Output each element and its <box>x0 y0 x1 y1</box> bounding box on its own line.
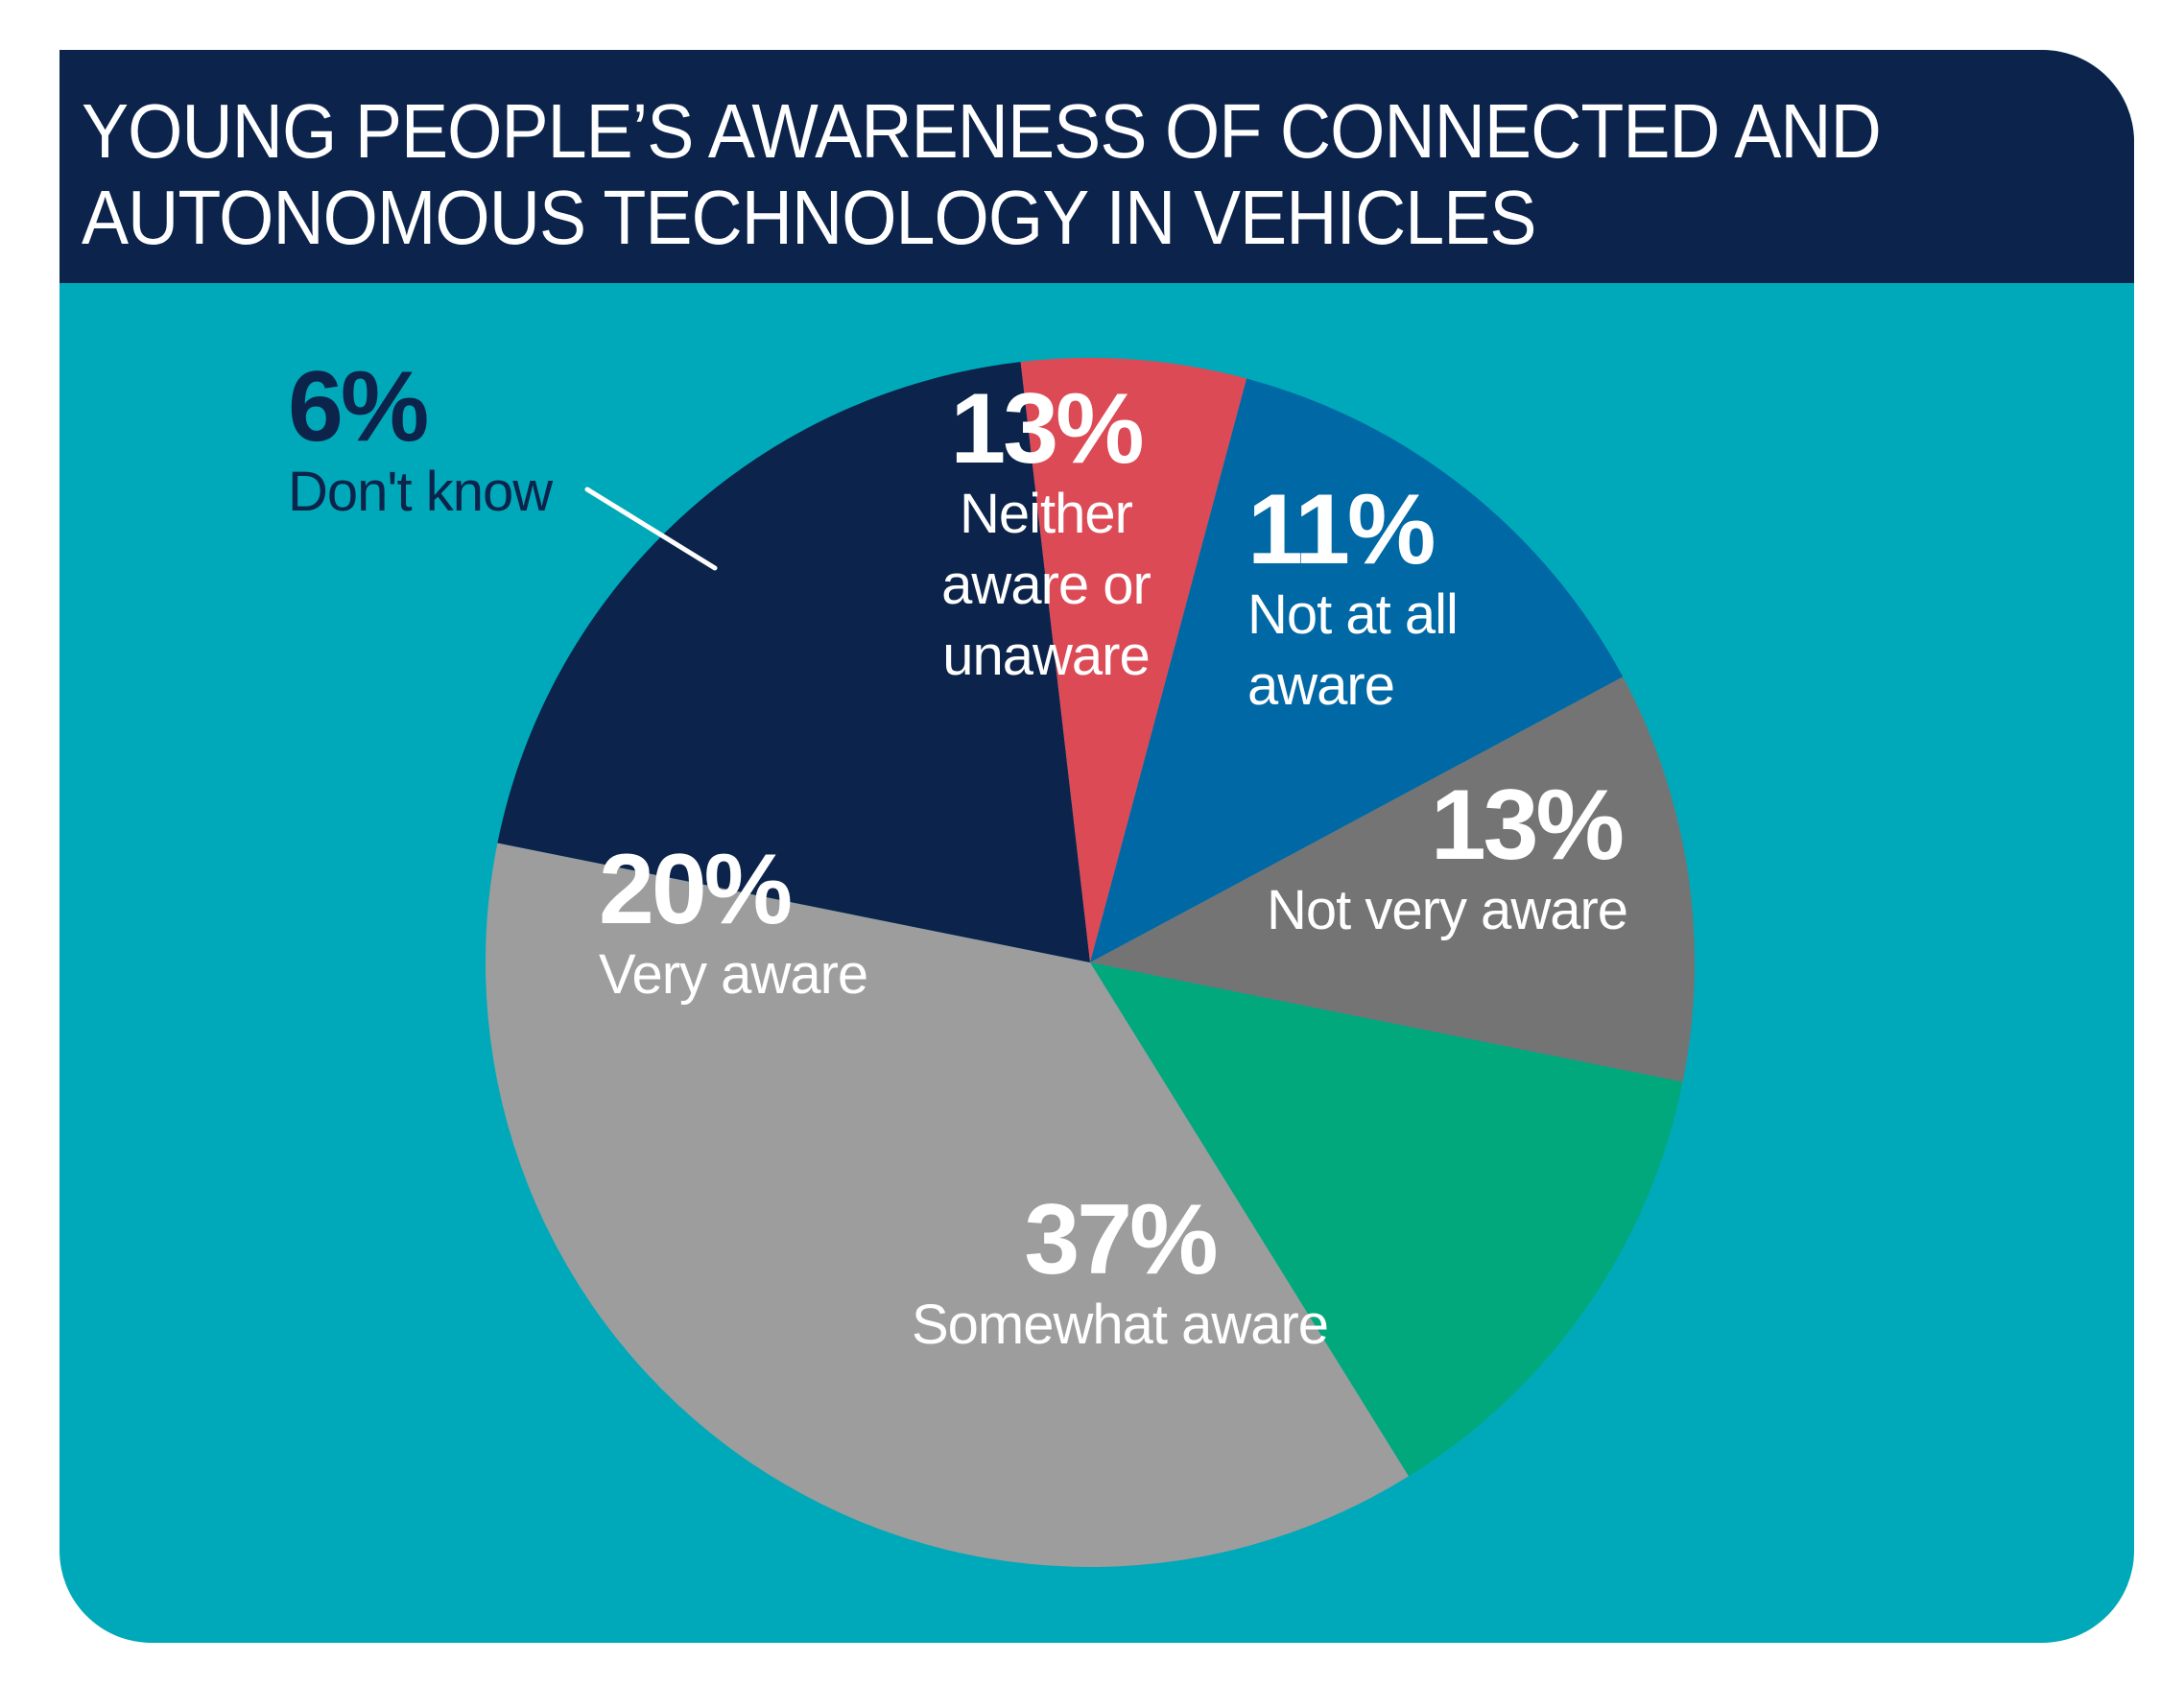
pie-slice-not-at-all-aware <box>1090 677 1695 1082</box>
pie-slice-not-very-aware <box>1090 962 1683 1477</box>
pie-slices <box>486 358 1695 1568</box>
slice-value-neither: 13% <box>950 373 1144 485</box>
pie-slice-don-t-know <box>1020 358 1247 963</box>
slice-category-very: Very aware <box>599 943 868 1006</box>
slice-label-dont-know: 6% Don't know <box>288 351 553 528</box>
pie-slice-neither-aware-or-unaware <box>1090 378 1624 962</box>
slice-value-not-very: 13% <box>1430 770 1625 881</box>
slice-label-not-at-all: 11% Not at all aware <box>1247 480 1497 722</box>
dont-know-leader-line <box>584 487 718 571</box>
slice-label-very: 20% Very aware <box>599 834 868 1010</box>
slice-label-neither: 13% Neither aware or unaware <box>864 379 1228 692</box>
slice-category-somewhat: Somewhat aware <box>911 1294 1329 1356</box>
slice-label-not-very: 13% Not very aware <box>1267 770 1628 946</box>
slice-value-dont-know: 6% <box>288 351 429 463</box>
slice-value-not-at-all: 11% <box>1247 474 1436 585</box>
pie-slice-very-aware <box>497 362 1090 962</box>
slice-label-somewhat: 37% Somewhat aware <box>911 1184 1329 1361</box>
slice-value-very: 20% <box>599 834 793 945</box>
slice-category-dont-know: Don't know <box>288 461 553 523</box>
slice-value-somewhat: 37% <box>1024 1184 1218 1295</box>
chart-title: YOUNG PEOPLE’S AWARENESS OF CONNECTED AN… <box>82 88 1882 260</box>
slice-category-not-at-all: Not at all aware <box>1247 583 1459 717</box>
slice-category-neither: Neither aware or unaware <box>941 483 1151 687</box>
chart-header: YOUNG PEOPLE’S AWARENESS OF CONNECTED AN… <box>59 50 2134 283</box>
pie-slice-somewhat-aware <box>486 843 1409 1568</box>
slice-category-not-very: Not very aware <box>1267 879 1628 941</box>
